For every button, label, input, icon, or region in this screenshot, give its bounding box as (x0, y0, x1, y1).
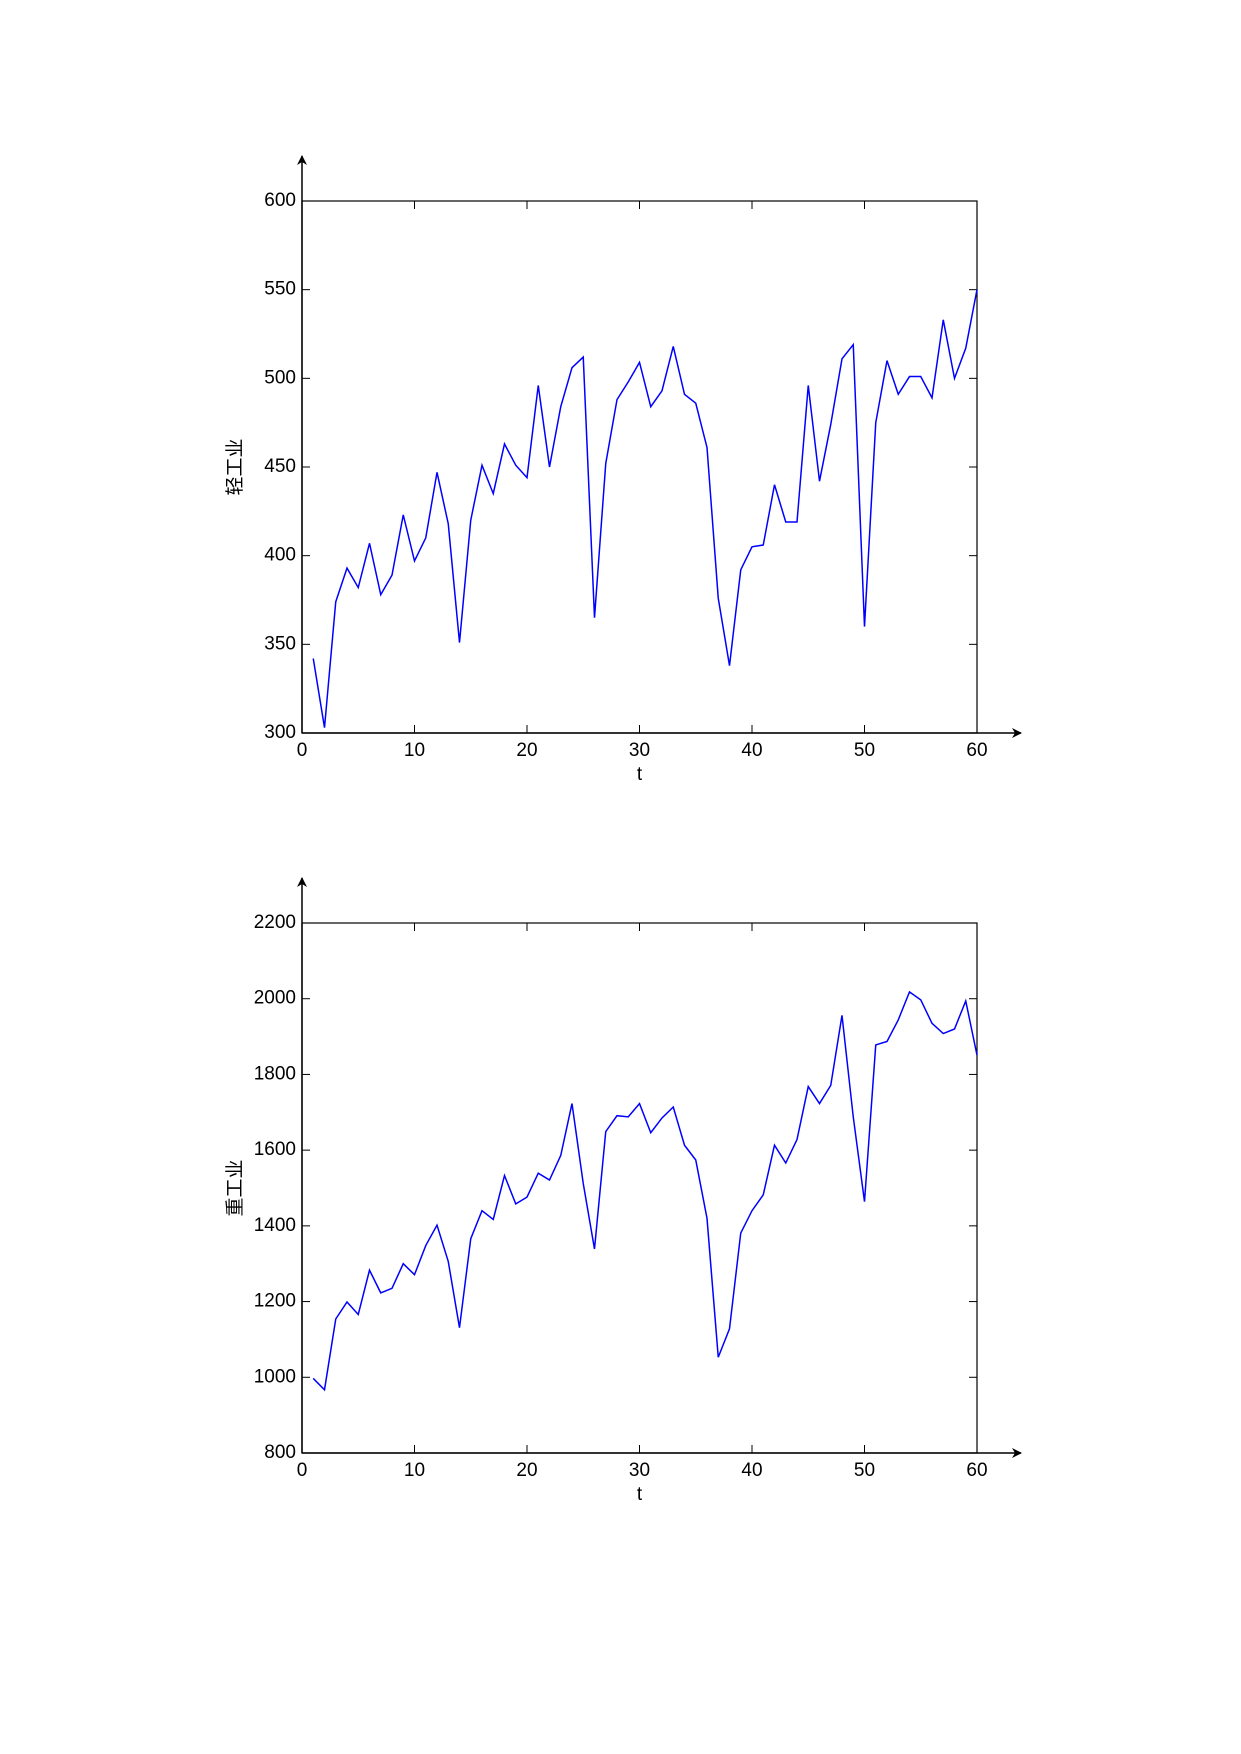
x-axis-label: t (637, 764, 643, 785)
y-tick-label: 350 (264, 633, 296, 654)
y-axis-label: 重工业 (224, 1159, 246, 1216)
y-tick-label: 1200 (254, 1291, 296, 1312)
x-tick-label: 0 (297, 1460, 308, 1481)
x-axis-label: t (637, 1484, 643, 1505)
y-tick-label: 550 (264, 279, 296, 300)
x-tick-label: 30 (629, 1460, 650, 1481)
y-tick-label: 1400 (254, 1215, 296, 1236)
data-line (312, 289, 978, 728)
plot-frame (301, 200, 978, 734)
data-line (312, 990, 978, 1392)
y-tick-label: 2000 (254, 988, 296, 1009)
x-tick-label: 10 (404, 740, 425, 761)
y-tick-label: 1000 (254, 1366, 296, 1387)
x-tick-label: 0 (297, 740, 308, 761)
y-tick-label: 400 (264, 545, 296, 566)
x-tick-label: 20 (516, 1460, 537, 1481)
y-tick-label: 600 (264, 190, 296, 211)
x-tick-label: 10 (404, 1460, 425, 1481)
x-tick-label: 50 (854, 1460, 875, 1481)
x-tick-label: 60 (966, 740, 987, 761)
x-tick-label: 30 (629, 740, 650, 761)
x-tick-label: 40 (741, 1460, 762, 1481)
y-tick-label: 300 (264, 722, 296, 743)
y-tick-label: 2200 (254, 912, 296, 933)
y-tick-label: 800 (264, 1442, 296, 1463)
y-tick-label: 1600 (254, 1139, 296, 1160)
plot-frame (301, 922, 978, 1454)
y-tick-label: 450 (264, 456, 296, 477)
y-axis-label: 轻工业 (224, 438, 246, 495)
x-tick-label: 50 (854, 740, 875, 761)
x-tick-label: 40 (741, 740, 762, 761)
x-tick-label: 20 (516, 740, 537, 761)
y-tick-label: 500 (264, 367, 296, 388)
y-tick-label: 1800 (254, 1063, 296, 1084)
x-tick-label: 60 (966, 1460, 987, 1481)
